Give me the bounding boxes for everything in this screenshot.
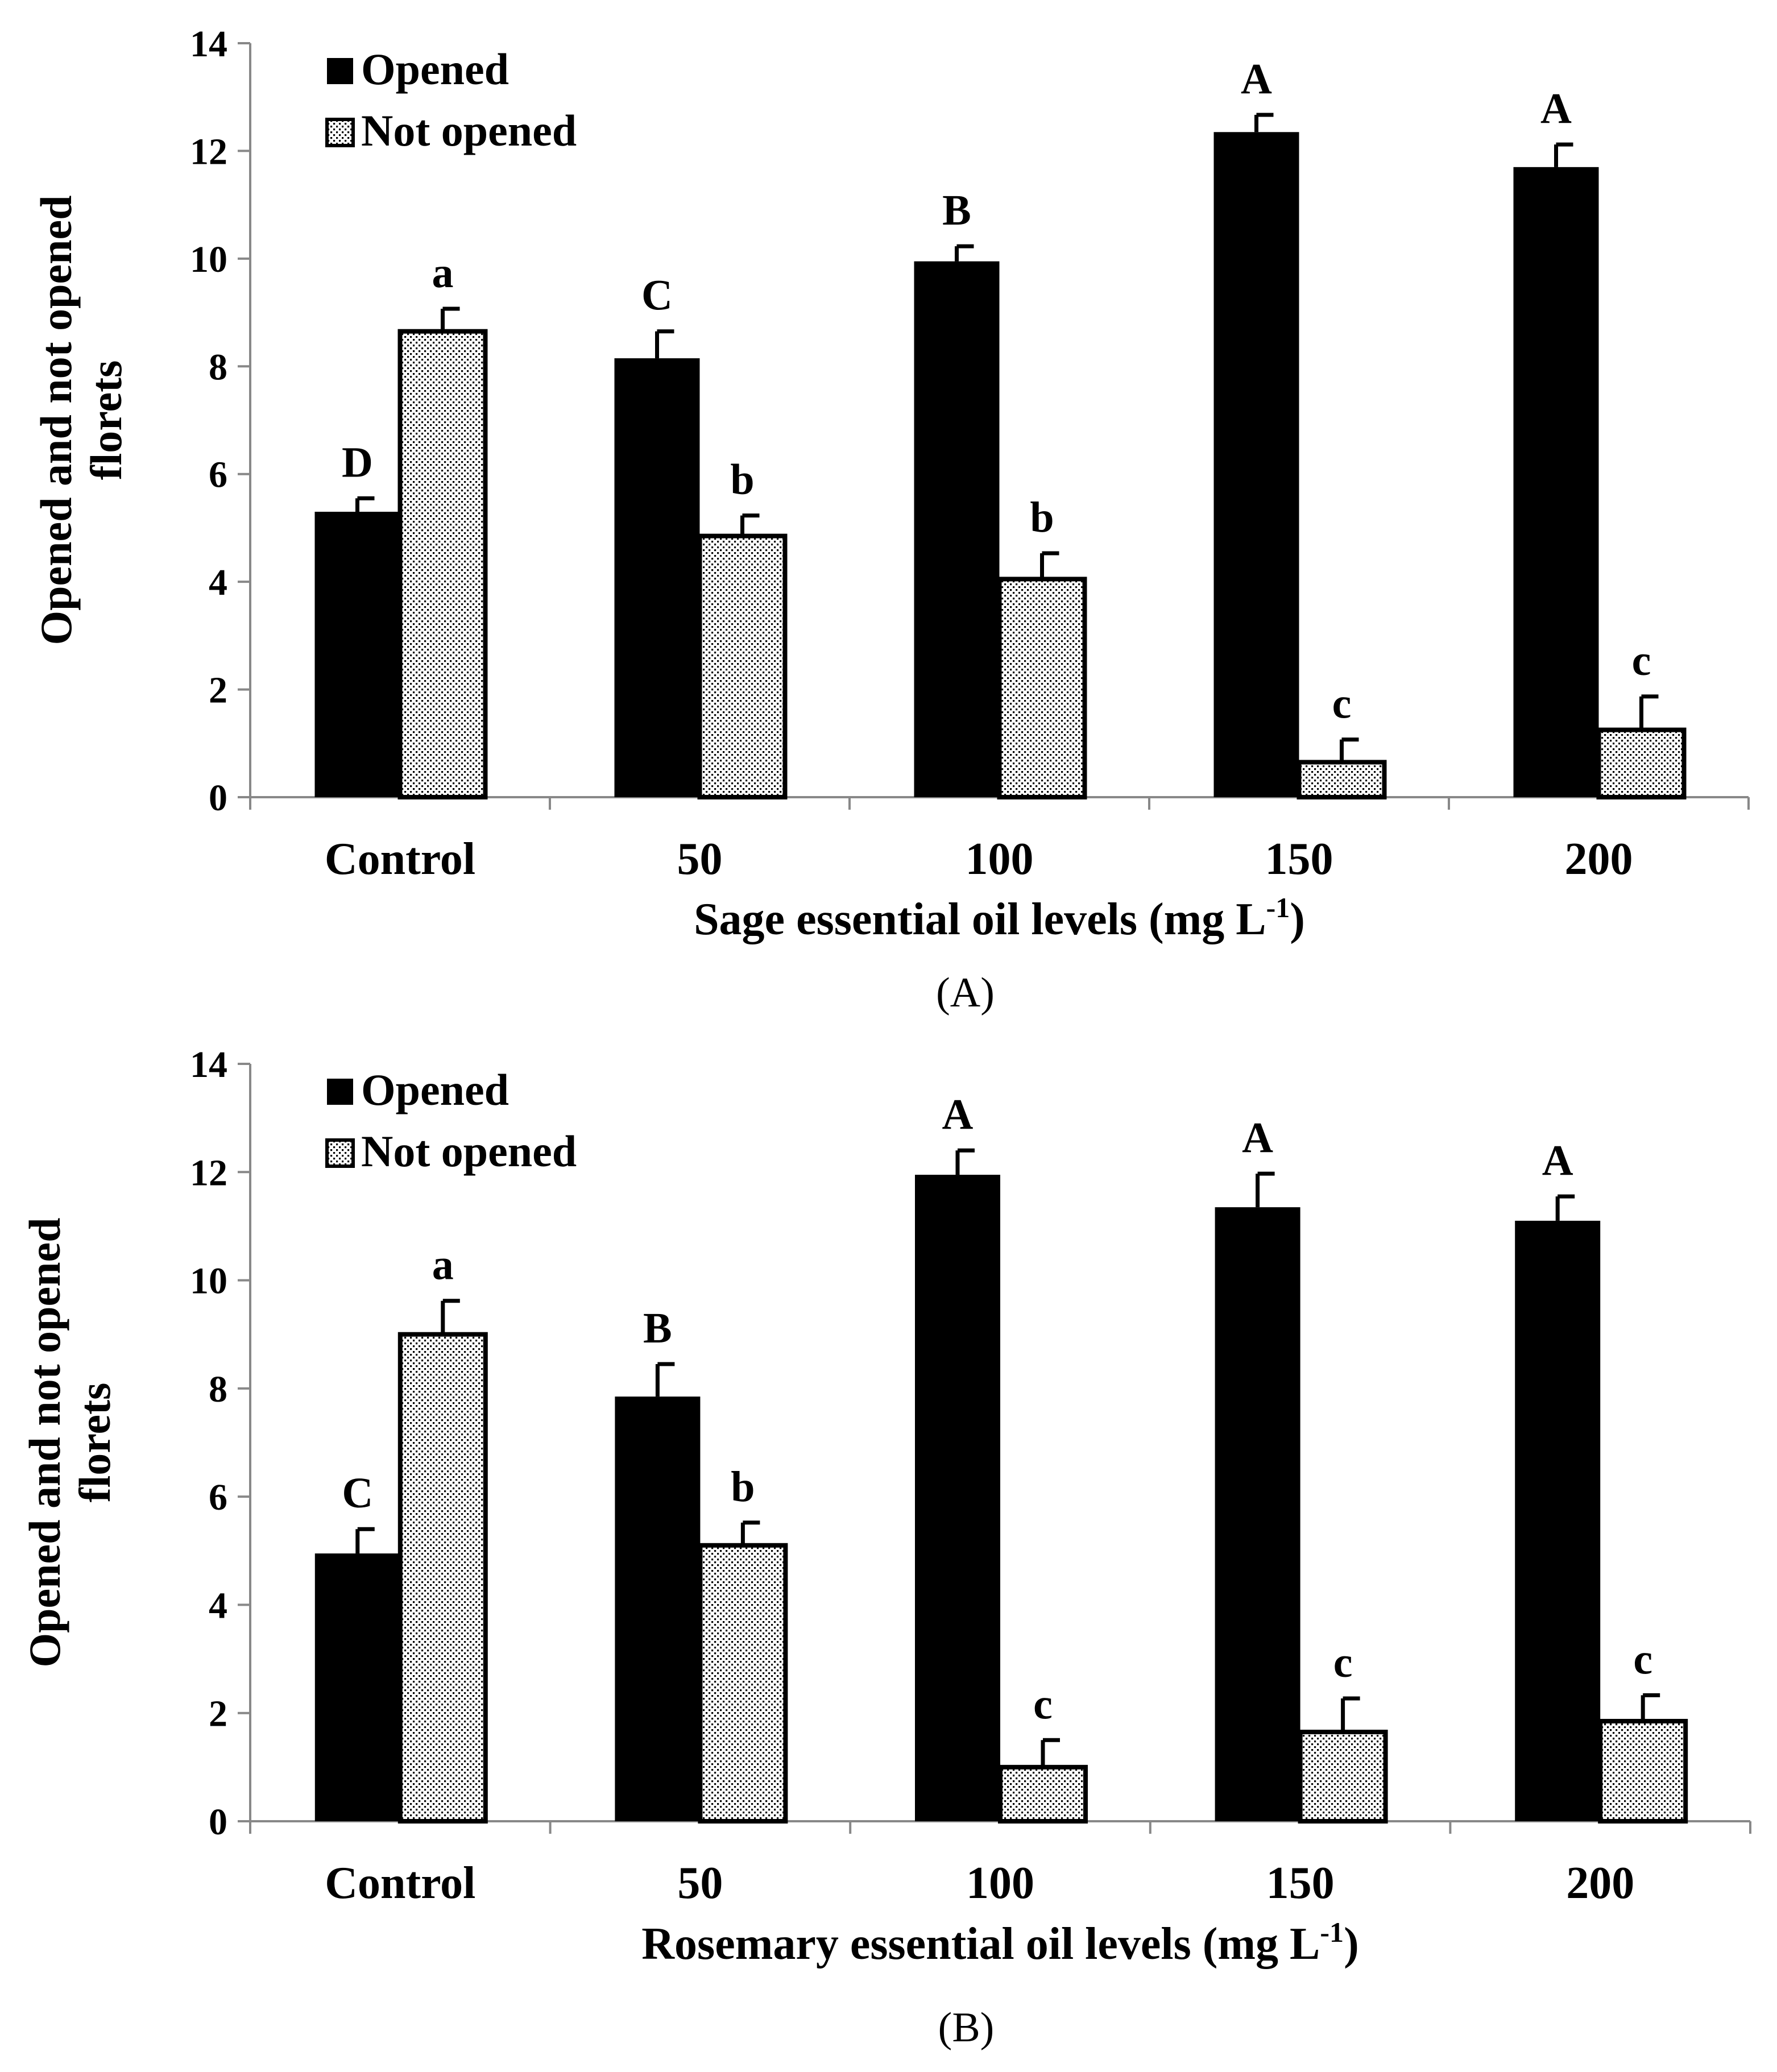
significance-letter: B <box>643 1304 672 1352</box>
y-tick-label: 0 <box>209 777 227 819</box>
bar-not-opened <box>397 1332 488 1824</box>
significance-letter: c <box>1033 1680 1053 1728</box>
y-axis-label: Opened and not openedflorets <box>20 1217 119 1667</box>
significance-letter: A <box>1241 55 1272 103</box>
bar-opened <box>1513 167 1599 797</box>
significance-letter: b <box>731 1463 755 1511</box>
bar-not-opened <box>1598 1718 1688 1824</box>
x-tick-label: 150 <box>1265 834 1333 884</box>
significance-letter: A <box>1540 85 1572 132</box>
significance-letter: a <box>432 1241 454 1289</box>
y-tick-label: 6 <box>209 1477 227 1518</box>
bar-not-opened <box>998 1764 1088 1824</box>
y-axis-label-line1: Opened and not opened <box>31 195 81 645</box>
bar-opened <box>314 512 400 797</box>
y-tick-label: 12 <box>190 131 227 172</box>
significance-letter: c <box>1332 680 1352 728</box>
bar-not-opened <box>997 577 1087 800</box>
bar-opened <box>1515 1220 1601 1821</box>
legend-label: Not opened <box>361 106 577 155</box>
x-tick-label: Control <box>325 1858 475 1908</box>
y-tick-label: 10 <box>190 239 227 280</box>
significance-letter: a <box>432 249 454 297</box>
x-tick-label: 50 <box>677 834 723 884</box>
significance-letter: C <box>641 272 673 320</box>
y-tick-label: 8 <box>209 346 227 388</box>
x-axis-label-main: Rosemary essential oil levels (mg L <box>641 1919 1320 1969</box>
legend-swatch-opened <box>327 1079 353 1105</box>
x-axis-label-close: ) <box>1344 1919 1359 1969</box>
significance-letter: c <box>1333 1639 1353 1686</box>
x-tick-label: 100 <box>966 1858 1034 1908</box>
y-tick-label: 14 <box>190 23 227 65</box>
significance-letter: b <box>730 456 754 504</box>
bar-opened <box>1215 1207 1300 1821</box>
y-tick-label: 14 <box>190 1044 227 1085</box>
bar-opened <box>314 1553 400 1821</box>
x-tick-label: 150 <box>1266 1858 1335 1908</box>
significance-letter: c <box>1633 1635 1652 1683</box>
legend-label: Opened <box>361 1065 509 1114</box>
bar-opened <box>914 261 1000 797</box>
x-tick-label: 200 <box>1565 834 1633 884</box>
y-tick-label: 2 <box>209 1693 227 1735</box>
significance-letter: D <box>342 438 373 486</box>
x-tick-label: 100 <box>966 834 1034 884</box>
panel-caption: (A) <box>936 969 995 1016</box>
bar-not-opened <box>697 533 788 800</box>
x-axis-label: Rosemary essential oil levels (mg L-1) <box>641 1916 1358 1969</box>
x-tick-label: 50 <box>677 1858 723 1908</box>
legend-label: Not opened <box>361 1126 577 1176</box>
significance-letter: A <box>1242 1114 1273 1162</box>
x-tick-label: 200 <box>1566 1858 1634 1908</box>
x-axis-label-close: ) <box>1290 894 1305 944</box>
y-tick-label: 8 <box>209 1369 227 1410</box>
significance-letter: C <box>342 1469 373 1517</box>
y-tick-label: 4 <box>209 562 227 603</box>
bar-opened <box>614 358 700 797</box>
bar-opened <box>1213 132 1299 797</box>
significance-letter: b <box>1030 494 1054 541</box>
y-axis-label: Opened and not openedflorets <box>31 195 131 645</box>
bar-opened <box>615 1396 701 1821</box>
significance-letter: c <box>1632 637 1651 685</box>
significance-letter: A <box>942 1091 974 1138</box>
legend-swatch-not-opened <box>325 1138 355 1168</box>
y-tick-label: 10 <box>190 1261 227 1302</box>
y-axis-label-line2: florets <box>70 1383 119 1503</box>
y-tick-label: 4 <box>209 1585 227 1626</box>
y-axis-label-line1: Opened and not opened <box>20 1217 69 1667</box>
legend-swatch-not-opened <box>325 118 355 147</box>
significance-letter: A <box>1542 1137 1573 1184</box>
bar-not-opened <box>397 329 488 799</box>
panel-caption: (B) <box>938 2004 995 2051</box>
bar-opened <box>915 1175 1000 1821</box>
bar-not-opened <box>1298 1730 1388 1824</box>
bar-not-opened <box>1596 727 1687 800</box>
x-axis-label-superscript: -1 <box>1266 892 1290 923</box>
bar-not-opened <box>698 1543 788 1824</box>
y-tick-label: 12 <box>190 1152 227 1194</box>
panel-b: 0 2 4 6 8 10 12 14 Control 50 100 150 200 C B A A Aa b c c c O… <box>20 1044 1751 2051</box>
x-axis-label-main: Sage essential oil levels (mg L <box>694 894 1266 944</box>
y-axis-label-line2: florets <box>81 360 131 480</box>
legend-label: Opened <box>361 44 509 94</box>
x-axis-label: Sage essential oil levels (mg L-1) <box>694 892 1305 944</box>
x-axis-label-superscript: -1 <box>1320 1916 1344 1948</box>
y-tick-label: 0 <box>209 1801 227 1843</box>
x-tick-label: Control <box>325 834 475 884</box>
y-tick-label: 6 <box>209 454 227 496</box>
y-tick-label: 2 <box>209 670 227 711</box>
legend-swatch-opened <box>327 58 353 84</box>
bar-not-opened <box>1296 760 1387 799</box>
significance-letter: B <box>942 187 971 234</box>
panel-a: 0 2 4 6 8 10 12 14 Control 50 100 150 200 D C B A Aa b b c c O… <box>31 23 1750 1016</box>
